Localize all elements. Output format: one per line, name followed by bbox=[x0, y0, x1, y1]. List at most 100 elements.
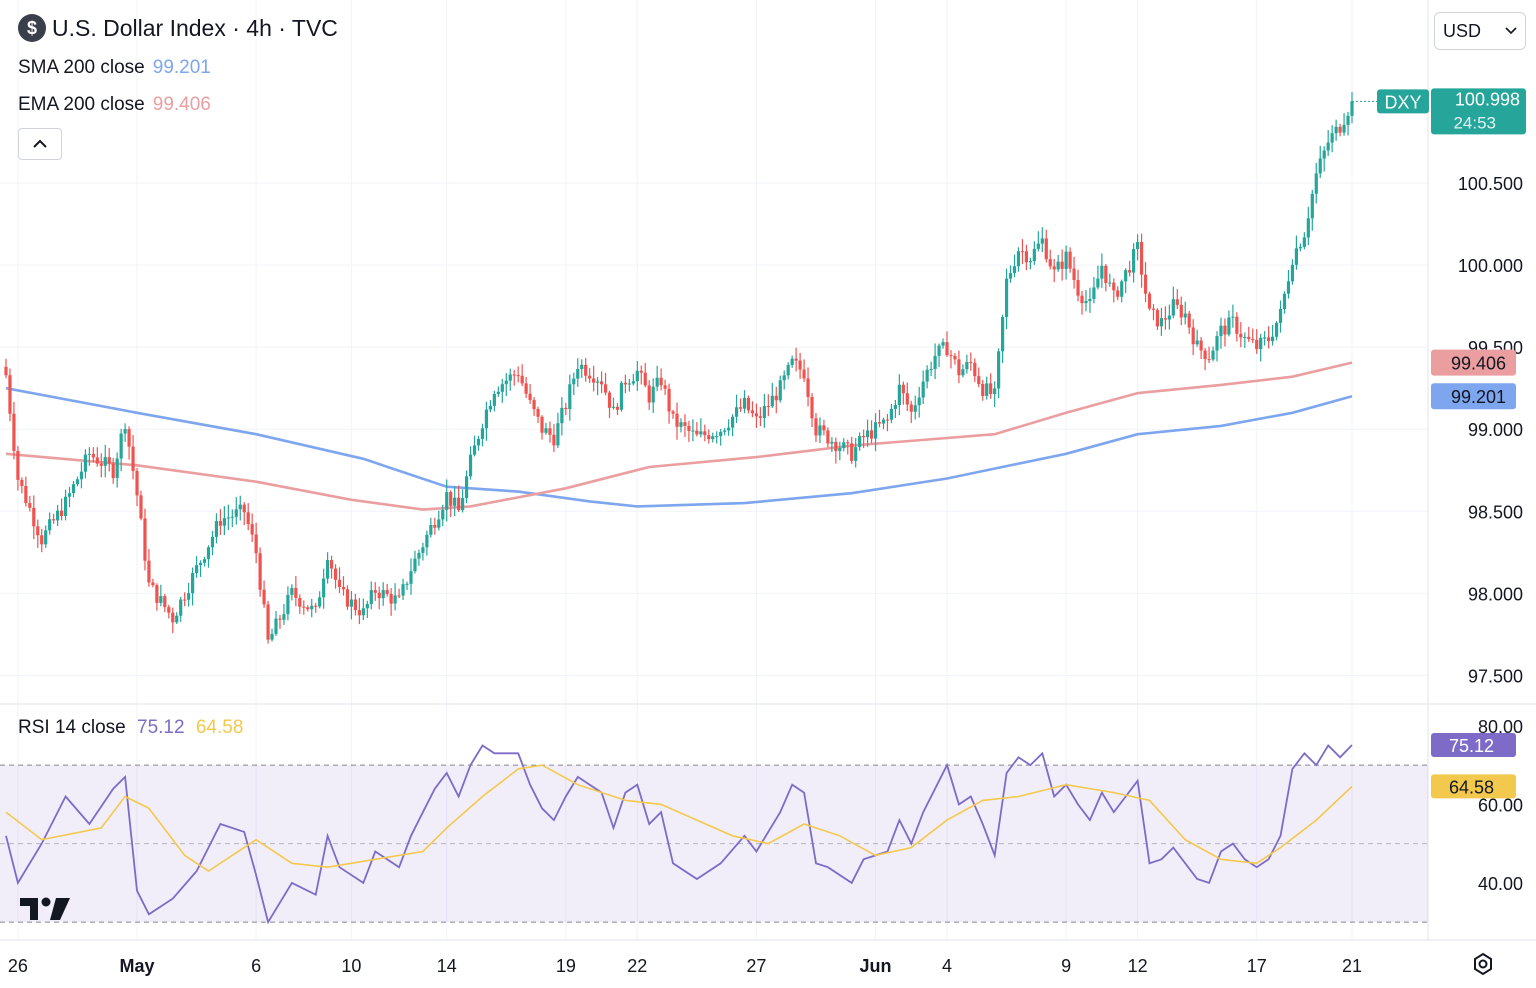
candle bbox=[746, 395, 751, 414]
candle bbox=[1318, 145, 1322, 178]
candle bbox=[1147, 291, 1152, 311]
candle bbox=[345, 585, 350, 610]
currency-label: USD bbox=[1443, 20, 1482, 41]
candle bbox=[1108, 273, 1112, 287]
candle bbox=[377, 586, 381, 610]
candle bbox=[262, 580, 266, 608]
candle bbox=[1167, 304, 1171, 330]
rsi-legend-label: RSI 14 close bbox=[18, 717, 126, 738]
ema-legend[interactable]: EMA 200 close 99.406 bbox=[18, 94, 211, 116]
candle bbox=[516, 366, 520, 383]
candle bbox=[508, 368, 512, 391]
candle bbox=[810, 392, 814, 428]
candle bbox=[643, 362, 647, 388]
rsi-value-label: 75.12 bbox=[1431, 733, 1516, 758]
candle bbox=[198, 560, 203, 577]
collapse-legend-button[interactable] bbox=[18, 128, 62, 160]
candle bbox=[599, 371, 604, 394]
currency-select[interactable]: USD bbox=[1434, 12, 1526, 50]
candle bbox=[496, 386, 500, 397]
sma-legend[interactable]: SMA 200 close 99.201 bbox=[18, 57, 211, 79]
candle bbox=[647, 380, 651, 410]
candle bbox=[40, 528, 44, 553]
candle bbox=[254, 522, 258, 564]
candle bbox=[63, 489, 68, 521]
candle bbox=[222, 506, 226, 536]
candle bbox=[127, 426, 131, 460]
candle bbox=[1151, 304, 1156, 321]
candle bbox=[32, 495, 36, 540]
candle bbox=[997, 348, 1001, 399]
candle bbox=[1306, 206, 1310, 246]
candle bbox=[468, 446, 473, 480]
candle bbox=[286, 586, 290, 621]
candle bbox=[731, 414, 735, 437]
candle bbox=[512, 369, 516, 386]
candle bbox=[91, 447, 95, 463]
time-axis[interactable]: 26 May 6 10 14 19 22 27 Jun 4 9 12 17 21 bbox=[8, 956, 1362, 976]
candle bbox=[734, 394, 739, 424]
candle bbox=[333, 564, 338, 589]
candle bbox=[119, 428, 123, 472]
candle bbox=[449, 490, 453, 518]
candle bbox=[1199, 337, 1203, 359]
candle bbox=[909, 400, 913, 424]
candle bbox=[353, 593, 358, 616]
candle bbox=[417, 549, 421, 566]
candle bbox=[603, 372, 608, 396]
candle bbox=[631, 373, 635, 386]
candle bbox=[16, 446, 20, 491]
candle bbox=[1310, 189, 1314, 231]
candle bbox=[1286, 269, 1291, 299]
candle bbox=[528, 384, 532, 404]
candle bbox=[87, 447, 91, 466]
candle bbox=[1016, 247, 1021, 272]
candle bbox=[1032, 241, 1036, 265]
time-tick-label: Jun bbox=[860, 956, 892, 976]
chart-title: U.S. Dollar Index · 4h · TVC bbox=[52, 14, 338, 41]
candle bbox=[727, 419, 731, 436]
candle bbox=[1028, 257, 1032, 270]
candle bbox=[230, 509, 234, 528]
candle bbox=[993, 381, 997, 407]
tradingview-logo-icon bbox=[20, 897, 70, 920]
chart-header: $ U.S. Dollar Index · 4h · TVC bbox=[18, 14, 338, 42]
price-tick-label: 97.500 bbox=[1468, 666, 1523, 686]
candle bbox=[79, 462, 84, 489]
candle bbox=[580, 359, 584, 378]
candle bbox=[349, 591, 354, 620]
candle bbox=[429, 517, 433, 538]
candle bbox=[326, 552, 330, 584]
settings-gear-icon[interactable] bbox=[1470, 952, 1496, 978]
candle bbox=[754, 403, 759, 428]
candle bbox=[659, 368, 663, 391]
ema-price-text: 99.406 bbox=[1451, 354, 1506, 374]
countdown-text: 24:53 bbox=[1453, 113, 1496, 132]
candle bbox=[278, 614, 282, 629]
candle bbox=[1116, 286, 1120, 301]
candle bbox=[1139, 233, 1144, 288]
rsi-legend[interactable]: RSI 14 close 75.12 64.58 bbox=[18, 717, 243, 739]
candle bbox=[139, 490, 143, 521]
candle bbox=[762, 393, 766, 428]
candle bbox=[238, 495, 242, 521]
candle bbox=[901, 381, 905, 405]
candle bbox=[532, 397, 536, 416]
candle bbox=[1350, 92, 1354, 124]
price-tick-label: 98.000 bbox=[1468, 584, 1523, 604]
candle bbox=[548, 421, 552, 443]
candle bbox=[1263, 331, 1267, 346]
candle bbox=[1124, 268, 1128, 294]
candle bbox=[556, 412, 560, 448]
candle bbox=[957, 350, 961, 384]
symbol-label: DXY bbox=[1377, 89, 1429, 114]
candle bbox=[1040, 227, 1044, 253]
candle bbox=[667, 383, 671, 424]
time-tick-label: 26 bbox=[8, 956, 28, 976]
candle bbox=[838, 441, 842, 461]
candle bbox=[770, 382, 774, 409]
candle bbox=[302, 600, 306, 615]
candle bbox=[214, 513, 219, 544]
candle bbox=[298, 594, 302, 614]
